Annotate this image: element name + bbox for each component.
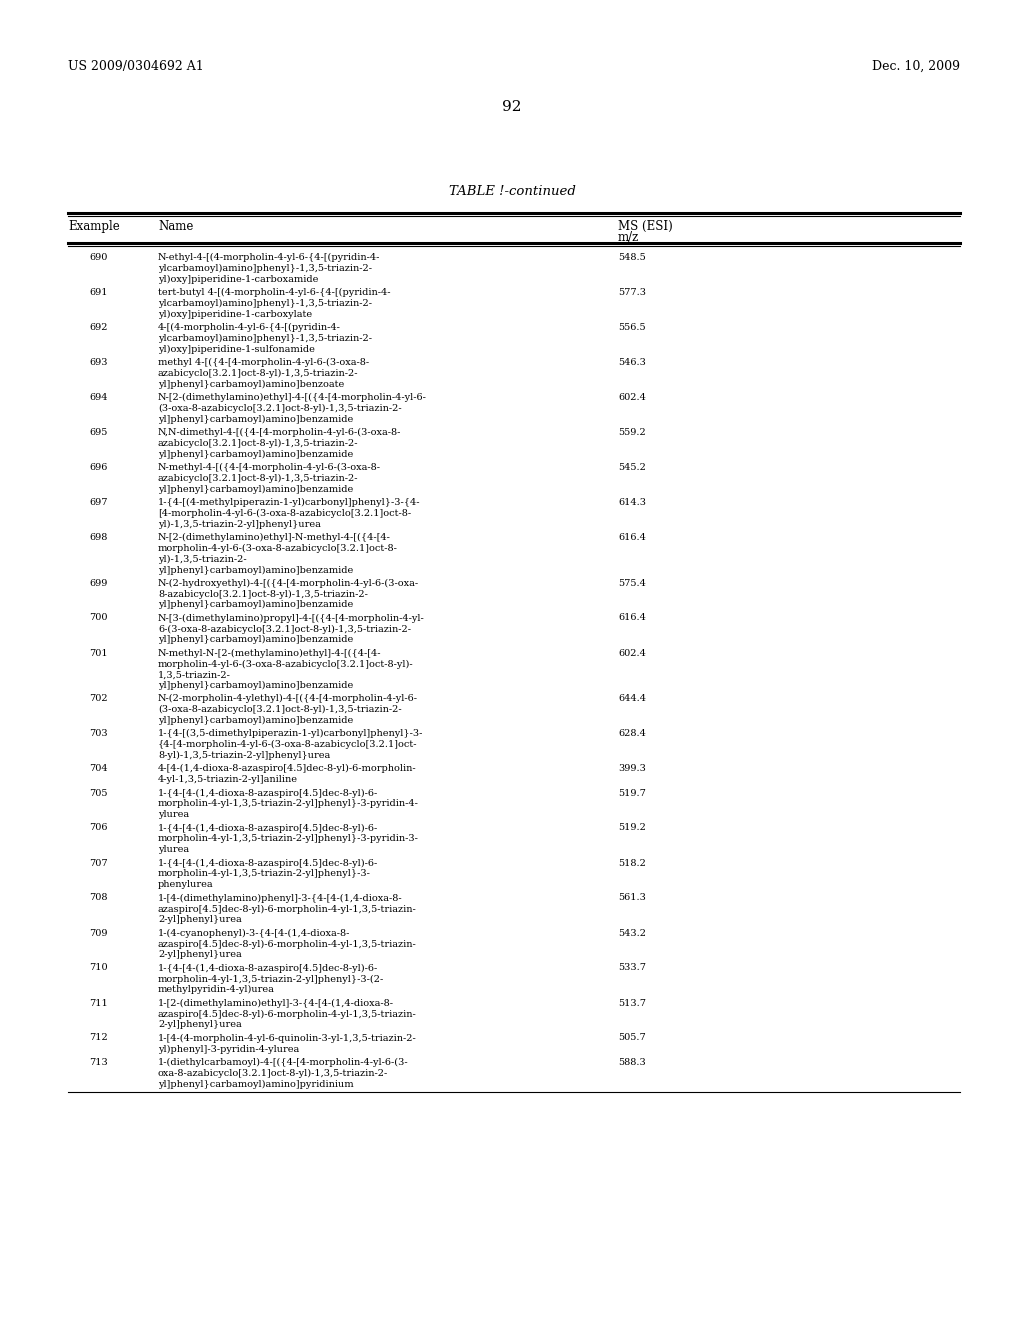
Text: methyl 4-[({4-[4-morpholin-4-yl-6-(3-oxa-8-
azabicyclo[3.2.1]oct-8-yl)-1,3,5-tri: methyl 4-[({4-[4-morpholin-4-yl-6-(3-oxa… [158,358,369,389]
Text: 1-{4-[(3,5-dimethylpiperazin-1-yl)carbonyl]phenyl}-3-
{4-[4-morpholin-4-yl-6-(3-: 1-{4-[(3,5-dimethylpiperazin-1-yl)carbon… [158,729,423,760]
Text: 707: 707 [89,858,108,867]
Text: tert-butyl 4-[(4-morpholin-4-yl-6-{4-[(pyridin-4-
ylcarbamoyl)amino]phenyl}-1,3,: tert-butyl 4-[(4-morpholin-4-yl-6-{4-[(p… [158,288,390,319]
Text: 1-[2-(dimethylamino)ethyl]-3-{4-[4-(1,4-dioxa-8-
azaspiro[4.5]dec-8-yl)-6-morpho: 1-[2-(dimethylamino)ethyl]-3-{4-[4-(1,4-… [158,998,417,1030]
Text: 696: 696 [90,463,108,473]
Text: 4-[4-(1,4-dioxa-8-azaspiro[4.5]dec-8-yl)-6-morpholin-
4-yl-1,3,5-triazin-2-yl]an: 4-[4-(1,4-dioxa-8-azaspiro[4.5]dec-8-yl)… [158,764,417,784]
Text: 1-{4-[4-(1,4-dioxa-8-azaspiro[4.5]dec-8-yl)-6-
morpholin-4-yl-1,3,5-triazin-2-yl: 1-{4-[4-(1,4-dioxa-8-azaspiro[4.5]dec-8-… [158,788,419,820]
Text: 711: 711 [89,998,108,1007]
Text: 691: 691 [89,288,108,297]
Text: 1-[4-(dimethylamino)phenyl]-3-{4-[4-(1,4-dioxa-8-
azaspiro[4.5]dec-8-yl)-6-morph: 1-[4-(dimethylamino)phenyl]-3-{4-[4-(1,4… [158,894,417,924]
Text: 4-[(4-morpholin-4-yl-6-{4-[(pyridin-4-
ylcarbamoyl)amino]phenyl}-1,3,5-triazin-2: 4-[(4-morpholin-4-yl-6-{4-[(pyridin-4- y… [158,323,372,354]
Text: 690: 690 [90,253,108,261]
Text: N-methyl-4-[({4-[4-morpholin-4-yl-6-(3-oxa-8-
azabicyclo[3.2.1]oct-8-yl)-1,3,5-t: N-methyl-4-[({4-[4-morpholin-4-yl-6-(3-o… [158,463,381,494]
Text: 698: 698 [90,533,108,543]
Text: 1-{4-[4-(1,4-dioxa-8-azaspiro[4.5]dec-8-yl)-6-
morpholin-4-yl-1,3,5-triazin-2-yl: 1-{4-[4-(1,4-dioxa-8-azaspiro[4.5]dec-8-… [158,964,384,994]
Text: 519.7: 519.7 [618,788,646,797]
Text: m/z: m/z [618,231,639,244]
Text: 708: 708 [89,894,108,903]
Text: 694: 694 [89,393,108,403]
Text: 616.4: 616.4 [618,614,646,623]
Text: 614.3: 614.3 [618,498,646,507]
Text: 693: 693 [89,358,108,367]
Text: 399.3: 399.3 [618,764,646,774]
Text: 712: 712 [89,1034,108,1043]
Text: N-[3-(dimethylamino)propyl]-4-[({4-[4-morpholin-4-yl-
6-(3-oxa-8-azabicyclo[3.2.: N-[3-(dimethylamino)propyl]-4-[({4-[4-mo… [158,614,425,644]
Text: 548.5: 548.5 [618,253,646,261]
Text: TABLE !-continued: TABLE !-continued [449,185,575,198]
Text: 701: 701 [89,648,108,657]
Text: 588.3: 588.3 [618,1059,646,1067]
Text: 1-{4-[4-(1,4-dioxa-8-azaspiro[4.5]dec-8-yl)-6-
morpholin-4-yl-1,3,5-triazin-2-yl: 1-{4-[4-(1,4-dioxa-8-azaspiro[4.5]dec-8-… [158,824,419,854]
Text: 602.4: 602.4 [618,648,646,657]
Text: 704: 704 [89,764,108,774]
Text: 644.4: 644.4 [618,694,646,704]
Text: N-[2-(dimethylamino)ethyl]-N-methyl-4-[({4-[4-
morpholin-4-yl-6-(3-oxa-8-azabicy: N-[2-(dimethylamino)ethyl]-N-methyl-4-[(… [158,533,398,574]
Text: N,N-dimethyl-4-[({4-[4-morpholin-4-yl-6-(3-oxa-8-
azabicyclo[3.2.1]oct-8-yl)-1,3: N,N-dimethyl-4-[({4-[4-morpholin-4-yl-6-… [158,428,401,459]
Text: 518.2: 518.2 [618,858,646,867]
Text: N-ethyl-4-[(4-morpholin-4-yl-6-{4-[(pyridin-4-
ylcarbamoyl)amino]phenyl}-1,3,5-t: N-ethyl-4-[(4-morpholin-4-yl-6-{4-[(pyri… [158,253,380,284]
Text: N-methyl-N-[2-(methylamino)ethyl]-4-[({4-[4-
morpholin-4-yl-6-(3-oxa-8-azabicycl: N-methyl-N-[2-(methylamino)ethyl]-4-[({4… [158,648,414,690]
Text: 92: 92 [502,100,522,114]
Text: 533.7: 533.7 [618,964,646,973]
Text: 692: 692 [89,323,108,333]
Text: 1-[4-(4-morpholin-4-yl-6-quinolin-3-yl-1,3,5-triazin-2-
yl)phenyl]-3-pyridin-4-y: 1-[4-(4-morpholin-4-yl-6-quinolin-3-yl-1… [158,1034,417,1053]
Text: 561.3: 561.3 [618,894,646,903]
Text: 697: 697 [89,498,108,507]
Text: 695: 695 [90,428,108,437]
Text: 543.2: 543.2 [618,928,646,937]
Text: 703: 703 [89,729,108,738]
Text: Name: Name [158,220,194,234]
Text: N-(2-hydroxyethyl)-4-[({4-[4-morpholin-4-yl-6-(3-oxa-
8-azabicyclo[3.2.1]oct-8-y: N-(2-hydroxyethyl)-4-[({4-[4-morpholin-4… [158,578,419,610]
Text: 602.4: 602.4 [618,393,646,403]
Text: 1-{4-[4-(1,4-dioxa-8-azaspiro[4.5]dec-8-yl)-6-
morpholin-4-yl-1,3,5-triazin-2-yl: 1-{4-[4-(1,4-dioxa-8-azaspiro[4.5]dec-8-… [158,858,378,890]
Text: 559.2: 559.2 [618,428,646,437]
Text: 1-(4-cyanophenyl)-3-{4-[4-(1,4-dioxa-8-
azaspiro[4.5]dec-8-yl)-6-morpholin-4-yl-: 1-(4-cyanophenyl)-3-{4-[4-(1,4-dioxa-8- … [158,928,417,960]
Text: N-[2-(dimethylamino)ethyl]-4-[({4-[4-morpholin-4-yl-6-
(3-oxa-8-azabicyclo[3.2.1: N-[2-(dimethylamino)ethyl]-4-[({4-[4-mor… [158,393,427,424]
Text: Example: Example [68,220,120,234]
Text: 513.7: 513.7 [618,998,646,1007]
Text: 575.4: 575.4 [618,578,646,587]
Text: 505.7: 505.7 [618,1034,646,1043]
Text: 699: 699 [90,578,108,587]
Text: N-(2-morpholin-4-ylethyl)-4-[({4-[4-morpholin-4-yl-6-
(3-oxa-8-azabicyclo[3.2.1]: N-(2-morpholin-4-ylethyl)-4-[({4-[4-morp… [158,694,418,725]
Text: Dec. 10, 2009: Dec. 10, 2009 [872,59,961,73]
Text: MS (ESI): MS (ESI) [618,220,673,234]
Text: 709: 709 [89,928,108,937]
Text: 1-(diethylcarbamoyl)-4-[({4-[4-morpholin-4-yl-6-(3-
oxa-8-azabicyclo[3.2.1]oct-8: 1-(diethylcarbamoyl)-4-[({4-[4-morpholin… [158,1059,409,1089]
Text: 519.2: 519.2 [618,824,646,833]
Text: 628.4: 628.4 [618,729,646,738]
Text: 702: 702 [89,694,108,704]
Text: US 2009/0304692 A1: US 2009/0304692 A1 [68,59,204,73]
Text: 546.3: 546.3 [618,358,646,367]
Text: 700: 700 [89,614,108,623]
Text: 556.5: 556.5 [618,323,645,333]
Text: 545.2: 545.2 [618,463,646,473]
Text: 713: 713 [89,1059,108,1067]
Text: 705: 705 [89,788,108,797]
Text: 1-{4-[(4-methylpiperazin-1-yl)carbonyl]phenyl}-3-{4-
[4-morpholin-4-yl-6-(3-oxa-: 1-{4-[(4-methylpiperazin-1-yl)carbonyl]p… [158,498,421,529]
Text: 577.3: 577.3 [618,288,646,297]
Text: 706: 706 [89,824,108,833]
Text: 616.4: 616.4 [618,533,646,543]
Text: 710: 710 [89,964,108,973]
